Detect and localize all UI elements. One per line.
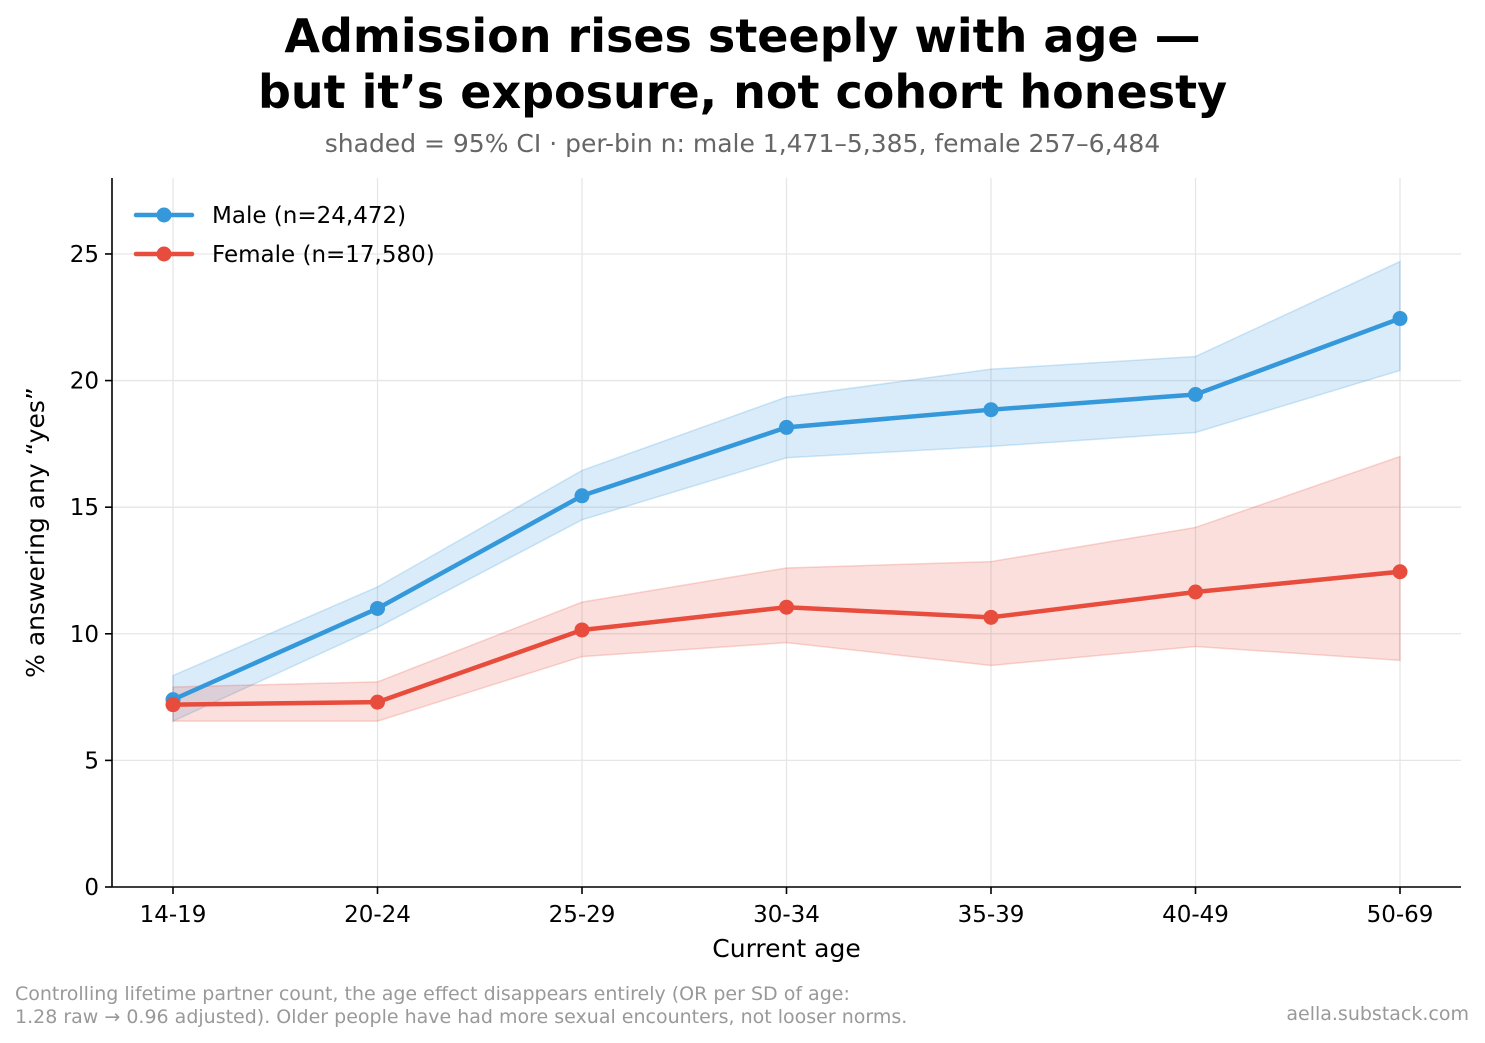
legend-label: Male (n=24,472)	[212, 203, 406, 229]
data-point	[574, 622, 590, 638]
y-tick-label: 15	[70, 495, 99, 521]
x-axis-label: Current age	[712, 934, 860, 963]
data-point	[1392, 311, 1408, 327]
data-point	[983, 402, 999, 418]
legend-label: Female (n=17,580)	[212, 242, 435, 268]
data-point	[1392, 564, 1408, 580]
data-point	[574, 488, 590, 504]
data-point	[370, 600, 385, 616]
y-tick-label: 20	[70, 369, 99, 395]
data-point	[1188, 386, 1203, 402]
data-point	[779, 599, 794, 615]
footnote-line-1: Controlling lifetime partner count, the …	[15, 983, 850, 1005]
title-line-2: but it’s exposure, not cohort honesty	[257, 65, 1228, 119]
credit: aella.substack.com	[1286, 1003, 1469, 1025]
x-tick-label: 20-24	[344, 902, 411, 928]
x-tick-label: 14-19	[140, 902, 207, 928]
data-point	[1188, 584, 1203, 600]
x-tick-label: 25-29	[549, 902, 616, 928]
data-point	[165, 697, 181, 713]
title-line-1: Admission rises steeply with age —	[284, 9, 1201, 63]
footnote: Controlling lifetime partner count, the …	[15, 983, 907, 1029]
data-point	[779, 419, 794, 435]
y-tick-label: 0	[84, 875, 99, 901]
data-point	[983, 609, 999, 625]
legend-marker	[156, 207, 172, 223]
y-tick-label: 25	[70, 242, 99, 268]
x-tick-label: 30-34	[753, 902, 820, 928]
x-tick-label: 40-49	[1162, 902, 1229, 928]
chart-subtitle: shaded = 95% CI · per-bin n: male 1,471–…	[324, 129, 1161, 158]
legend-marker	[156, 246, 172, 262]
x-tick-label: 35-39	[958, 902, 1025, 928]
x-tick-label: 50-69	[1367, 902, 1434, 928]
legend: Male (n=24,472) Female (n=17,580)	[133, 203, 435, 268]
footnote-line-2: 1.28 raw → 0.96 adjusted). Older people …	[15, 1006, 908, 1028]
y-axis-label: % answering any “yes”	[21, 387, 50, 678]
y-tick-label: 10	[70, 622, 99, 648]
data-point	[370, 694, 385, 710]
y-tick-label: 5	[84, 748, 99, 774]
ci-band-series-1	[172, 455, 1401, 722]
ci-band-series-0	[172, 260, 1401, 723]
chart-title: Admission rises steeply with age — but i…	[0, 8, 1485, 120]
